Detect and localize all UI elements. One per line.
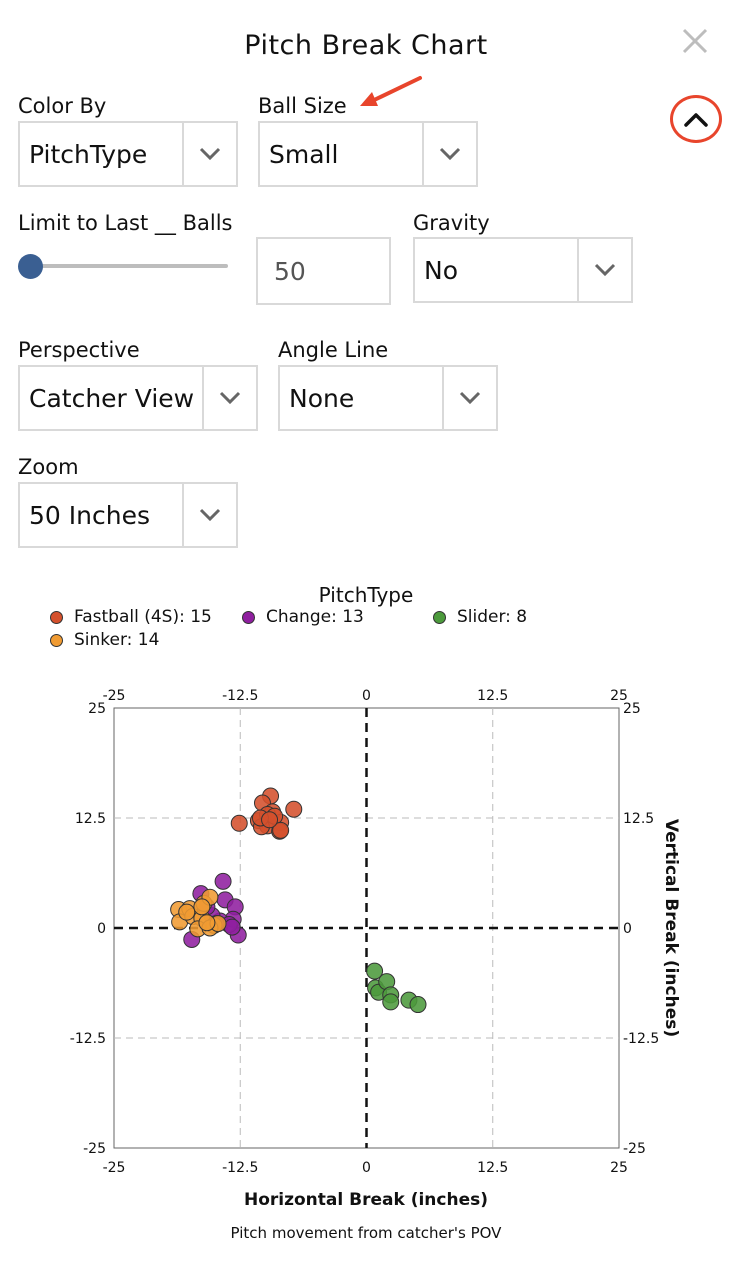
close-button[interactable] bbox=[678, 24, 712, 58]
legend-item-sinker[interactable]: Sinker: 14 bbox=[50, 630, 159, 650]
x-tick-label-bottom: -12.5 bbox=[222, 1160, 258, 1176]
chevron-down-icon bbox=[182, 484, 236, 546]
legend-label: Sinker: 14 bbox=[74, 630, 160, 650]
legend-dot bbox=[50, 610, 63, 624]
slider-track bbox=[28, 264, 228, 268]
x-tick-label-top: -12.5 bbox=[222, 688, 258, 704]
angle-line-label: Angle Line bbox=[278, 338, 389, 362]
x-tick-label-bottom: -25 bbox=[103, 1160, 126, 1176]
data-point-fastball bbox=[261, 811, 279, 829]
chevron-down-icon bbox=[442, 367, 496, 429]
x-tick-label-top: -25 bbox=[103, 688, 126, 704]
data-point-sinker bbox=[193, 898, 211, 916]
chevron-up-icon bbox=[684, 113, 708, 127]
zoom-label: Zoom bbox=[18, 455, 79, 479]
color-by-value: PitchType bbox=[29, 139, 148, 169]
chart-caption: Pitch movement from catcher's POV bbox=[230, 1224, 502, 1242]
legend-title: PitchType bbox=[318, 583, 414, 607]
x-axis-title: Horizontal Break (inches) bbox=[243, 1190, 488, 1210]
y-tick-label-left: -25 bbox=[83, 1141, 106, 1157]
data-point-slider bbox=[382, 993, 400, 1011]
legend-label: Slider: 8 bbox=[457, 607, 528, 627]
y-tick-label-right: 12.5 bbox=[623, 811, 654, 827]
perspective-select[interactable]: Catcher View bbox=[18, 365, 258, 431]
limit-label: Limit to Last __ Balls bbox=[18, 211, 233, 235]
chevron-down-icon bbox=[202, 367, 256, 429]
perspective-label: Perspective bbox=[18, 338, 140, 362]
legend-dot bbox=[242, 610, 255, 624]
data-point-slider bbox=[409, 996, 427, 1014]
legend-item-fastball[interactable]: Fastball (4S): 15 bbox=[50, 607, 212, 627]
data-point-change bbox=[214, 872, 232, 890]
y-tick-label-left: 0 bbox=[97, 921, 106, 937]
data-point-slider bbox=[366, 962, 384, 980]
data-point-change bbox=[223, 918, 241, 936]
arrow-icon bbox=[360, 76, 422, 106]
x-tick-label-top: 12.5 bbox=[477, 688, 508, 704]
x-tick-label-bottom: 0 bbox=[362, 1160, 371, 1176]
y-tick-label-left: -12.5 bbox=[70, 1031, 106, 1047]
angle-line-value: None bbox=[289, 383, 355, 413]
limit-slider[interactable] bbox=[18, 254, 228, 279]
ball-size-label: Ball Size bbox=[258, 94, 347, 118]
ball-size-value: Small bbox=[269, 139, 339, 169]
angle-line-select[interactable]: None bbox=[278, 365, 498, 431]
legend-dot bbox=[433, 610, 446, 624]
page-title: Pitch Break Chart bbox=[244, 30, 488, 61]
y-tick-label-left: 12.5 bbox=[75, 811, 106, 827]
data-point-fastball bbox=[230, 814, 248, 832]
x-tick-label-top: 25 bbox=[610, 688, 628, 704]
x-tick-label-bottom: 12.5 bbox=[477, 1160, 508, 1176]
legend-dot bbox=[50, 633, 63, 647]
y-tick-label-right: -25 bbox=[623, 1141, 646, 1157]
gravity-label: Gravity bbox=[413, 211, 490, 235]
x-tick-label-top: 0 bbox=[362, 688, 371, 704]
chevron-down-icon bbox=[182, 123, 236, 185]
y-tick-label-right: 25 bbox=[623, 701, 641, 717]
y-axis-title: Vertical Break (inches) bbox=[661, 819, 681, 1037]
color-by-select[interactable]: PitchType bbox=[18, 121, 238, 187]
ball-size-select[interactable]: Small bbox=[258, 121, 478, 187]
legend-label: Fastball (4S): 15 bbox=[74, 607, 212, 627]
collapse-button[interactable] bbox=[670, 95, 722, 143]
legend-label: Change: 13 bbox=[266, 607, 364, 627]
slider-thumb[interactable] bbox=[18, 254, 43, 279]
y-tick-label-left: 25 bbox=[88, 701, 106, 717]
legend-item-change[interactable]: Change: 13 bbox=[242, 607, 364, 627]
color-by-label: Color By bbox=[18, 94, 107, 118]
data-point-fastball bbox=[285, 800, 303, 818]
chevron-down-icon bbox=[422, 123, 476, 185]
data-point-sinker bbox=[198, 914, 216, 932]
gravity-select[interactable]: No bbox=[413, 237, 633, 303]
gravity-value: No bbox=[424, 255, 458, 285]
pitch-break-chart: -25 -25 -25 -25 -12.5 -12.5 -12.5 -12.5 0 0 0 0 12.5… bbox=[70, 688, 681, 1176]
chevron-down-icon bbox=[577, 239, 631, 301]
close-icon bbox=[682, 28, 708, 54]
data-point-fastball bbox=[272, 821, 290, 839]
legend-item-slider[interactable]: Slider: 8 bbox=[433, 607, 527, 627]
x-tick-label-bottom: 25 bbox=[610, 1160, 628, 1176]
limit-input[interactable]: 50 bbox=[256, 237, 391, 305]
zoom-value: 50 Inches bbox=[29, 500, 150, 530]
y-tick-label-right: 0 bbox=[623, 921, 632, 937]
data-point-sinker bbox=[178, 903, 196, 921]
y-tick-label-right: -12.5 bbox=[623, 1031, 659, 1047]
perspective-value: Catcher View bbox=[29, 383, 195, 413]
zoom-select[interactable]: 50 Inches bbox=[18, 482, 238, 548]
